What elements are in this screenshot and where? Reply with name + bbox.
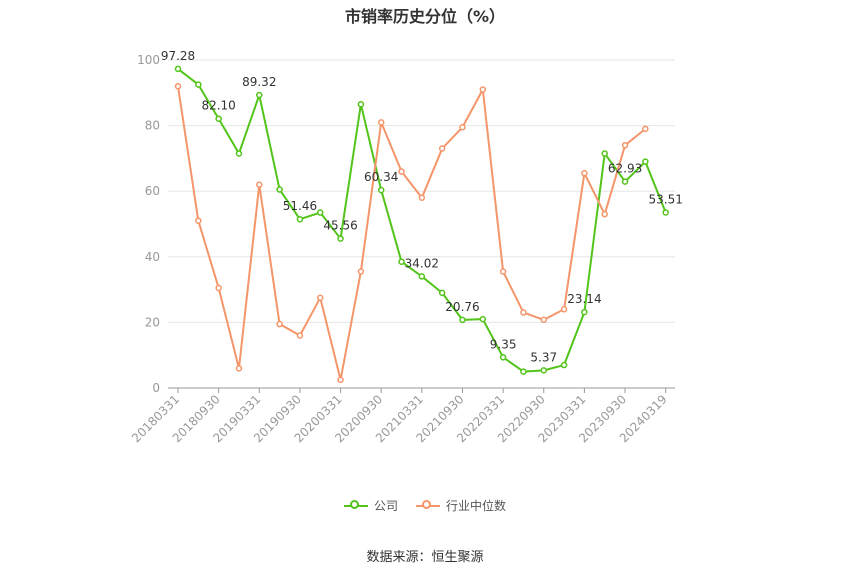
data-point-1 xyxy=(581,169,588,177)
data-point-0 xyxy=(581,308,588,316)
legend-label-industry-median: 行业中位数 xyxy=(446,499,507,513)
y-tick-label: 100 xyxy=(137,53,160,67)
data-point-1 xyxy=(215,284,222,292)
data-point-0 xyxy=(256,91,263,99)
data-point-1 xyxy=(560,306,568,313)
data-point-1 xyxy=(195,217,202,224)
data-point-0 xyxy=(438,289,446,297)
data-point-0 xyxy=(418,273,426,280)
data-point-0 xyxy=(560,361,568,369)
data-point-1 xyxy=(601,210,608,218)
data-label: 60.34 xyxy=(364,170,398,184)
series-line-1 xyxy=(177,86,646,381)
data-point-1 xyxy=(642,125,649,133)
data-point-0 xyxy=(398,258,405,265)
data-point-0 xyxy=(479,315,487,323)
data-point-1 xyxy=(357,268,365,275)
data-point-1 xyxy=(418,194,426,202)
data-point-1 xyxy=(235,365,243,372)
legend-swatch-company xyxy=(343,499,368,513)
data-point-1 xyxy=(398,168,405,175)
legend-label-company: 公司 xyxy=(373,499,398,513)
data-label: 9.35 xyxy=(490,337,517,351)
data-label: 53.51 xyxy=(649,192,683,206)
data-label: 23.14 xyxy=(567,292,601,306)
data-point-1 xyxy=(276,320,283,328)
data-point-1 xyxy=(479,86,487,93)
y-tick-label: 0 xyxy=(152,381,160,395)
series-line-0 xyxy=(177,68,667,373)
data-point-0 xyxy=(601,150,608,157)
data-label: 89.32 xyxy=(242,75,276,89)
source-note: 数据来源：恒生聚源 xyxy=(366,550,484,565)
data-point-1 xyxy=(256,181,263,188)
data-label-layer: 97.28 82.10 89.32 51.46 45.56 60.34 34.02 20.76… xyxy=(161,49,683,364)
grid-lines xyxy=(168,59,675,323)
data-point-0 xyxy=(540,367,548,374)
data-point-0 xyxy=(215,115,222,122)
data-point-1 xyxy=(438,145,446,152)
data-point-1 xyxy=(499,268,507,275)
series-layer xyxy=(174,65,669,384)
data-point-1 xyxy=(621,142,629,149)
data-label: 20.76 xyxy=(445,300,479,314)
y-tick-label: 40 xyxy=(145,250,160,264)
data-point-1 xyxy=(459,123,466,131)
data-point-1 xyxy=(520,309,527,316)
data-label: 5.37 xyxy=(530,350,557,364)
data-point-0 xyxy=(621,178,629,185)
y-tick-label: 80 xyxy=(145,119,160,133)
data-point-1 xyxy=(316,294,324,302)
data-label: 51.46 xyxy=(283,199,317,213)
data-point-0 xyxy=(195,81,202,88)
data-point-0 xyxy=(296,215,304,223)
data-label: 97.28 xyxy=(161,49,195,63)
y-tick-label: 60 xyxy=(145,184,160,198)
data-point-1 xyxy=(174,82,182,90)
data-point-0 xyxy=(337,235,344,242)
data-point-0 xyxy=(316,209,324,216)
legend: 公司 行业中位数 xyxy=(0,497,850,514)
data-point-1 xyxy=(337,376,344,384)
data-point-0 xyxy=(377,186,385,194)
data-label: 34.02 xyxy=(405,256,439,270)
chart-title: 市销率历史分位（%） xyxy=(344,7,506,26)
data-point-0 xyxy=(174,65,182,73)
data-label: 62.93 xyxy=(608,162,642,176)
data-point-0 xyxy=(276,186,283,193)
data-point-1 xyxy=(540,316,548,324)
legend-swatch-industry-median xyxy=(416,499,440,513)
data-point-0 xyxy=(459,316,466,324)
data-point-0 xyxy=(662,209,669,216)
data-label: 45.56 xyxy=(323,219,357,233)
data-point-1 xyxy=(377,119,385,126)
data-point-0 xyxy=(357,101,365,108)
legend-item-company[interactable]: 公司 xyxy=(343,497,398,514)
data-point-0 xyxy=(235,150,243,157)
data-point-0 xyxy=(642,158,649,165)
data-point-1 xyxy=(296,332,304,339)
y-tick-label: 20 xyxy=(145,315,160,329)
legend-item-industry-median[interactable]: 行业中位数 xyxy=(416,497,506,514)
data-label: 82.10 xyxy=(201,99,235,113)
data-point-0 xyxy=(499,354,507,361)
data-point-0 xyxy=(520,368,527,375)
x-axis: 2018033120180930201903312019093020200331… xyxy=(129,387,675,445)
y-axis: 0 20 40 60 80 100 xyxy=(137,53,160,395)
